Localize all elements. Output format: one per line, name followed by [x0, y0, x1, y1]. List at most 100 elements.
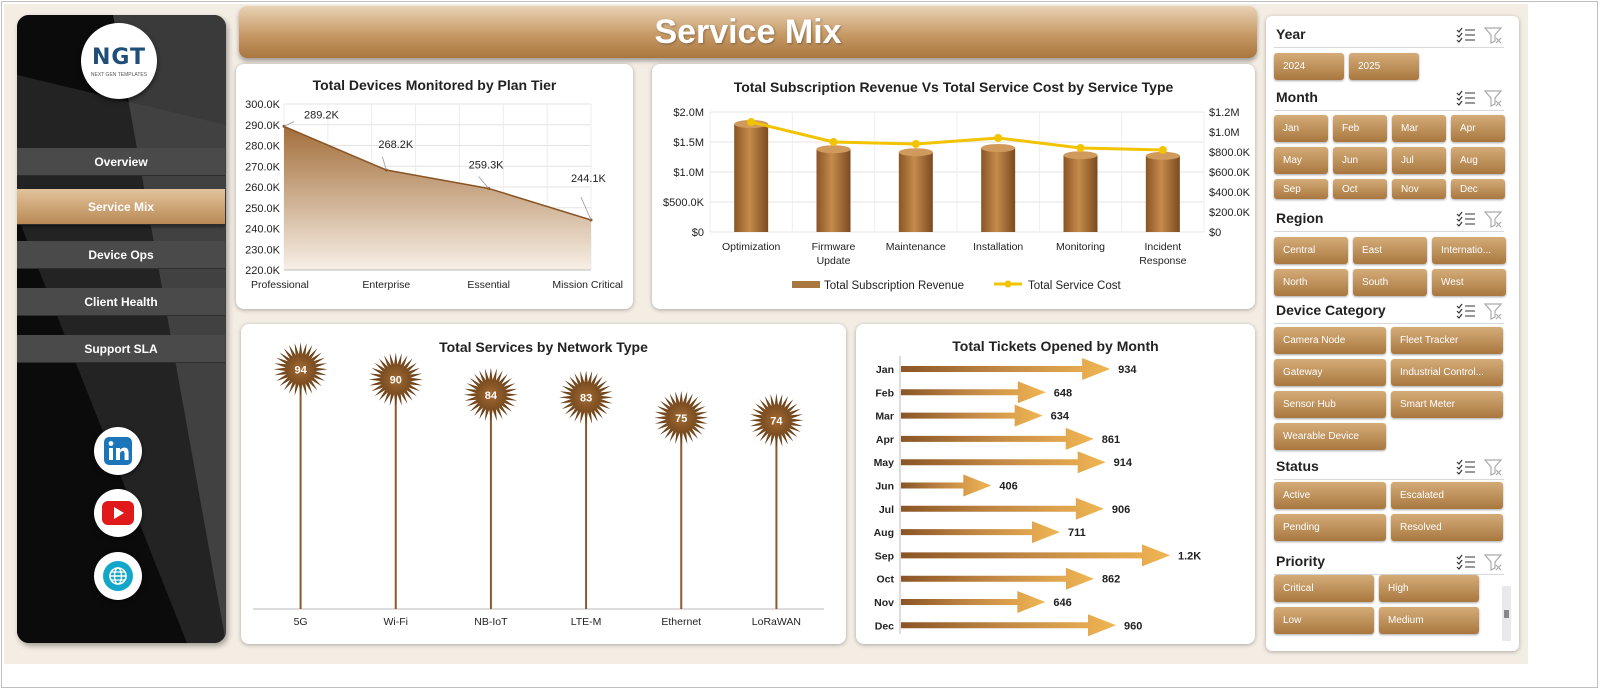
slicer-divider	[1274, 479, 1504, 480]
revenue-bar	[1063, 155, 1098, 232]
slicer-item[interactable]: Dec	[1451, 179, 1505, 199]
nav-overview[interactable]: Overview	[17, 148, 225, 176]
slicer-item[interactable]: Resolved	[1391, 514, 1503, 541]
slicer-item[interactable]: Gateway	[1274, 359, 1386, 386]
right-tick-label: $600.0K	[1209, 167, 1251, 179]
nav-support-sla[interactable]: Support SLA	[17, 335, 225, 363]
slicer-item[interactable]: Apr	[1451, 115, 1505, 142]
multi-select-icon[interactable]	[1456, 303, 1476, 319]
data-label: 259.3K	[469, 159, 505, 171]
x-tick-label: Mission Critical	[552, 279, 623, 291]
slicer-item[interactable]: High	[1379, 575, 1479, 602]
slicer-item[interactable]: Sep	[1274, 179, 1328, 199]
linkedin-icon[interactable]	[94, 427, 142, 475]
ticket-arrow-bar	[901, 567, 1094, 590]
network-chart-title: Total Services by Network Type	[439, 339, 648, 355]
data-label: 94	[294, 364, 307, 376]
clear-filter-icon[interactable]	[1483, 459, 1504, 476]
revenue-bar	[898, 152, 933, 232]
slicer-title: Status	[1276, 458, 1319, 474]
slicer-item[interactable]: Central	[1274, 237, 1348, 264]
clear-filter-icon[interactable]	[1483, 211, 1504, 228]
priority-scrollbar[interactable]	[1502, 586, 1511, 641]
data-label: 75	[675, 413, 687, 425]
cost-point	[994, 134, 1003, 142]
y-tick-label: Jul	[879, 504, 894, 516]
revenue-bar-top	[981, 144, 1016, 152]
slicer-item[interactable]: Smart Meter	[1391, 391, 1503, 418]
nav-service-mix[interactable]: Service Mix	[17, 189, 225, 225]
data-label: 906	[1112, 504, 1130, 516]
area-fill	[284, 126, 591, 270]
y-tick-label: Jan	[876, 364, 894, 376]
clear-filter-icon[interactable]	[1483, 303, 1504, 320]
slicer-item[interactable]: South	[1353, 269, 1427, 296]
slicer-item[interactable]: East	[1353, 237, 1427, 264]
slicer-item[interactable]: Camera Node	[1274, 327, 1386, 354]
multi-select-icon[interactable]	[1456, 459, 1476, 475]
slicer-item[interactable]: Fleet Tracker	[1391, 327, 1503, 354]
slicer-item[interactable]: North	[1274, 269, 1348, 296]
revenue-bar	[981, 148, 1016, 232]
slicer-item[interactable]: Pending	[1274, 514, 1386, 541]
right-tick-label: $400.0K	[1209, 187, 1251, 199]
slicer-item[interactable]: Jan	[1274, 115, 1328, 142]
multi-select-icon[interactable]	[1456, 27, 1476, 43]
cost-point	[1076, 144, 1085, 152]
data-label: 960	[1124, 620, 1142, 632]
slicer-item[interactable]: 2025	[1349, 53, 1419, 80]
slicer-item[interactable]: Medium	[1379, 607, 1479, 634]
x-tick-label: LTE-M	[571, 616, 602, 628]
tickets-chart-card: Total Tickets Opened by Month Jan 934 Feb 6…	[856, 324, 1255, 644]
slicer-item[interactable]: Oct	[1333, 179, 1387, 199]
slicer-title: Region	[1276, 210, 1324, 226]
clear-filter-icon[interactable]	[1483, 554, 1504, 571]
clear-filter-icon[interactable]	[1483, 27, 1504, 44]
multi-select-icon[interactable]	[1456, 90, 1476, 106]
network-chart-card: Total Services by Network Type 94 5G 90 Wi-…	[241, 324, 846, 644]
left-tick-label: $2.0M	[673, 107, 704, 119]
revenue-bar	[816, 149, 851, 232]
slicer-item[interactable]: Internatio...	[1432, 237, 1506, 264]
sidebar: NGT NEXT GEN TEMPLATES Overview Service …	[17, 15, 226, 643]
scrollbar-thumb[interactable]	[1504, 610, 1509, 618]
leader-line	[283, 121, 295, 127]
legend-cost-marker	[1004, 280, 1012, 288]
multi-select-icon[interactable]	[1456, 554, 1476, 570]
y-tick-label: Mar	[875, 411, 894, 423]
slicer-item[interactable]: Active	[1274, 482, 1386, 509]
slicer-item[interactable]: Mar	[1392, 115, 1446, 142]
slicer-item[interactable]: Escalated	[1391, 482, 1503, 509]
globe-icon[interactable]	[94, 552, 142, 600]
slicer-item[interactable]: Jun	[1333, 147, 1387, 174]
y-tick-label: 290.0K	[245, 120, 281, 132]
revenue-bar-top	[816, 145, 851, 154]
multi-select-icon[interactable]	[1456, 211, 1476, 227]
network-chart: 94 5G 90 Wi-Fi 84 NB-IoT 83 LTE-M 75 Ethernet 74 Lo…	[253, 342, 824, 628]
youtube-icon[interactable]	[94, 489, 142, 537]
slicer-item[interactable]: West	[1432, 269, 1506, 296]
nav-client-health[interactable]: Client Health	[17, 288, 225, 316]
slicer-item[interactable]: Feb	[1333, 115, 1387, 142]
slicer-item[interactable]: May	[1274, 147, 1328, 174]
cost-point	[747, 118, 756, 126]
ticket-arrow-bar	[901, 358, 1111, 380]
nav-device-ops[interactable]: Device Ops	[17, 241, 225, 269]
slicer-item[interactable]: 2024	[1274, 53, 1344, 80]
slicer-title: Priority	[1276, 553, 1326, 569]
x-tick-label: Incident	[1144, 241, 1181, 253]
slicer-item[interactable]: Critical	[1274, 575, 1374, 602]
left-tick-label: $1.5M	[673, 137, 704, 149]
slicer-item[interactable]: Aug	[1451, 147, 1505, 174]
data-label: 268.2K	[378, 139, 414, 151]
revenue-cost-chart: $2.0M $1.5M $1.0M $500.0K $0 $1.2M $1.0M $800.0…	[663, 107, 1251, 292]
clear-filter-icon[interactable]	[1483, 90, 1504, 107]
slicer-item[interactable]: Sensor Hub	[1274, 391, 1386, 418]
slicer-item[interactable]: Nov	[1392, 179, 1446, 199]
slicer-item[interactable]: Industrial Control...	[1391, 359, 1503, 386]
slicer-item[interactable]: Jul	[1392, 147, 1446, 174]
slicer-item[interactable]: Wearable Device	[1274, 423, 1386, 450]
logo: NGT NEXT GEN TEMPLATES	[81, 23, 157, 99]
slicer-item[interactable]: Low	[1274, 607, 1374, 634]
